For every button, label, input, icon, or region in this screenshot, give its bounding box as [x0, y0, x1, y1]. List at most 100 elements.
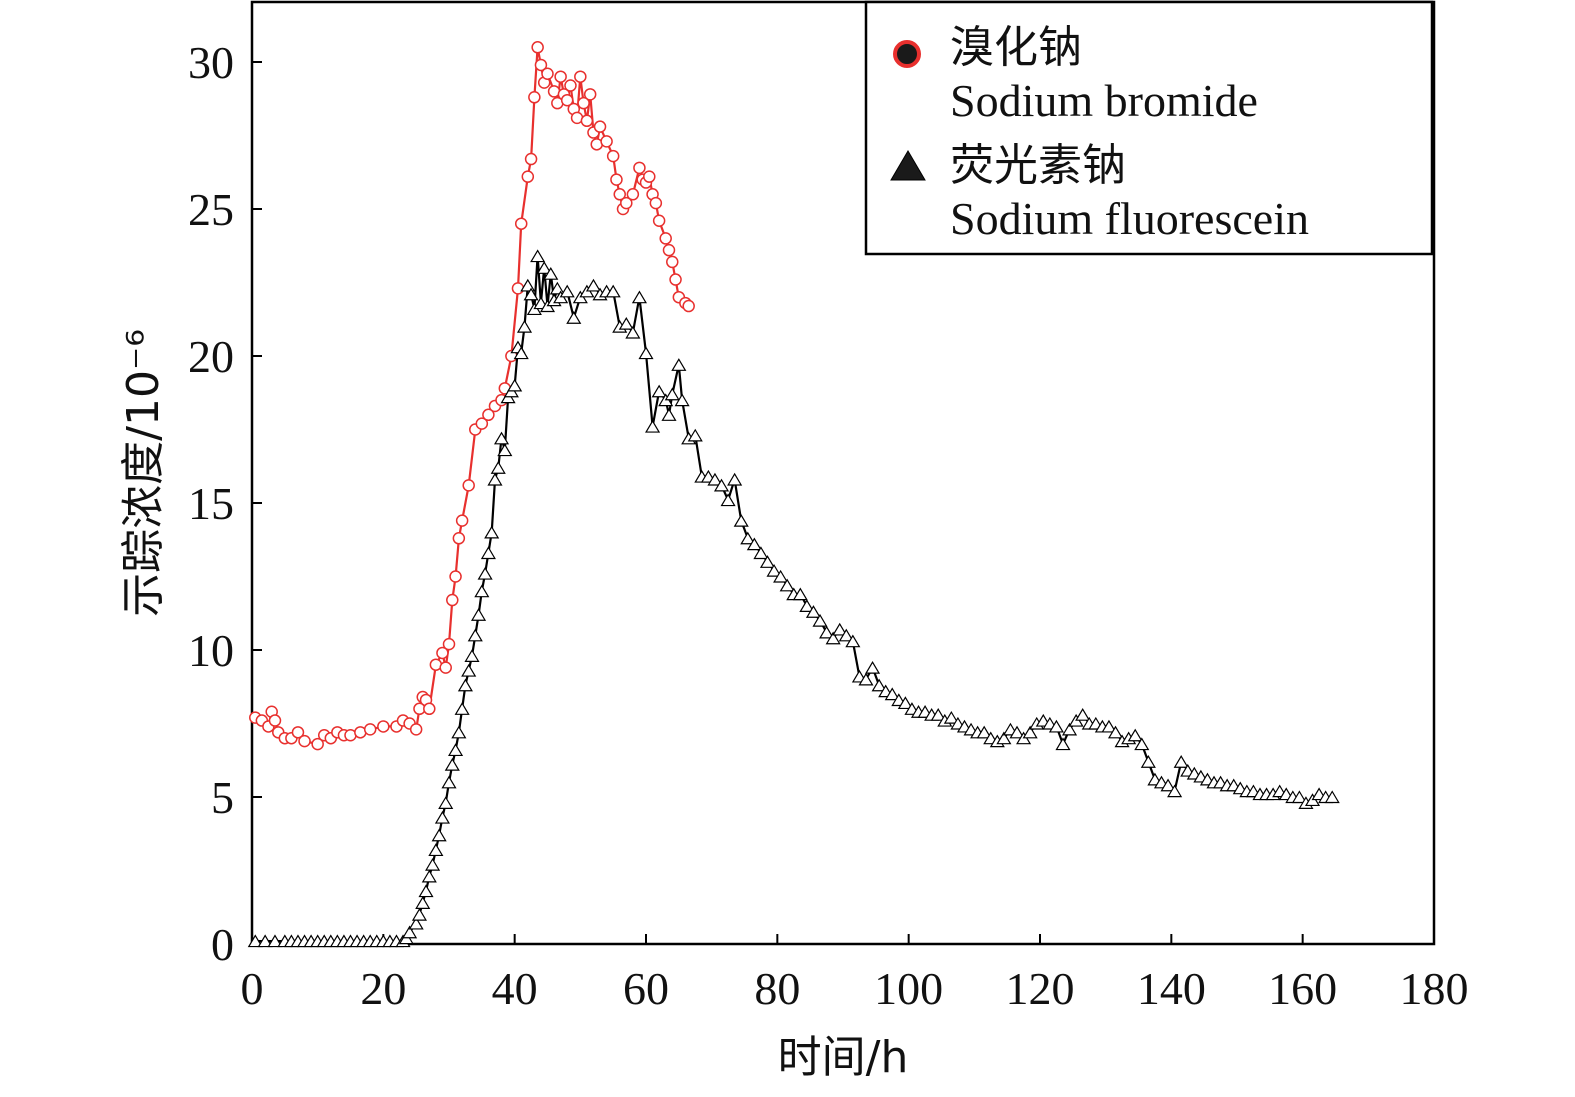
data-point-sodium-fluorescein — [1055, 737, 1071, 751]
data-point-sodium-bromide — [583, 88, 597, 101]
data-point-sodium-fluorescein — [845, 634, 861, 648]
data-point-sodium-fluorescein — [884, 687, 900, 701]
data-point-sodium-bromide — [298, 734, 311, 748]
data-point-sodium-bromide — [524, 152, 538, 166]
data-point-sodium-fluorescein — [805, 605, 822, 618]
data-point-sodium-bromide — [659, 232, 672, 245]
data-point-sodium-bromide — [626, 188, 640, 201]
data-point-sodium-fluorescein — [625, 325, 641, 339]
y-axis-title: 示踪浓度/10⁻⁶ — [118, 329, 169, 617]
x-tick-label: 80 — [754, 963, 800, 1014]
data-point-sodium-bromide — [449, 570, 462, 583]
data-point-sodium-bromide — [455, 514, 469, 527]
data-point-sodium-fluorescein — [687, 428, 703, 442]
data-point-sodium-bromide — [446, 593, 459, 607]
data-point-sodium-bromide — [462, 479, 475, 492]
data-point-sodium-fluorescein — [402, 925, 418, 939]
data-point-sodium-bromide — [606, 149, 620, 163]
data-point-sodium-bromide — [482, 408, 495, 422]
x-tick-label: 140 — [1137, 963, 1206, 1014]
data-point-sodium-fluorescein — [408, 916, 424, 930]
data-point-sodium-bromide — [311, 737, 324, 751]
data-point-sodium-bromide — [363, 723, 377, 736]
data-point-sodium-fluorescein — [507, 378, 523, 392]
data-point-sodium-fluorescein — [444, 757, 460, 771]
data-point-sodium-fluorescein — [638, 346, 654, 360]
data-point-sodium-bromide — [409, 723, 423, 736]
data-point-sodium-bromide — [600, 135, 613, 148]
x-tick-label: 100 — [874, 963, 943, 1014]
data-point-sodium-bromide — [613, 188, 626, 201]
data-point-sodium-fluorescein — [1134, 737, 1150, 751]
data-point-sodium-bromide — [662, 243, 676, 257]
legend: 溴化钠 Sodium bromide 荧光素钠 Sodium fluoresce… — [864, 0, 1434, 256]
data-point-sodium-fluorescein — [257, 934, 273, 948]
data-point-sodium-bromide — [610, 173, 623, 186]
data-point-sodium-fluorescein — [664, 387, 680, 401]
data-point-sodium-fluorescein — [740, 531, 756, 545]
legend-label-sodium-fluorescein-en: Sodium fluorescein — [950, 193, 1309, 244]
data-point-sodium-bromide — [475, 417, 489, 430]
x-tick-label: 40 — [492, 963, 538, 1014]
legend-label-sodium-bromide-cn: 溴化钠 — [950, 22, 1082, 73]
data-point-sodium-fluorescein — [1127, 728, 1143, 742]
data-point-sodium-fluorescein — [651, 384, 667, 398]
data-point-sodium-fluorescein — [467, 628, 483, 642]
data-point-sodium-fluorescein — [470, 608, 487, 621]
data-point-sodium-bromide — [423, 702, 436, 716]
data-point-sodium-fluorescein — [559, 284, 575, 298]
data-point-sodium-bromide — [291, 726, 305, 739]
data-point-sodium-fluorescein — [415, 896, 431, 909]
data-point-sodium-fluorescein — [543, 267, 559, 280]
data-point-sodium-fluorescein — [773, 569, 789, 583]
data-point-sodium-fluorescein — [858, 672, 874, 686]
data-point-sodium-fluorescein — [428, 843, 444, 857]
data-point-sodium-bromide — [580, 114, 594, 128]
data-point-sodium-fluorescein — [707, 472, 723, 486]
data-point-sodium-fluorescein — [713, 478, 730, 492]
data-point-sodium-bromide — [452, 532, 466, 545]
data-point-sodium-bromide — [666, 255, 679, 269]
data-point-sodium-fluorescein — [943, 710, 959, 724]
data-point-sodium-fluorescein — [474, 584, 490, 598]
x-tick-label: 20 — [360, 963, 406, 1014]
data-point-sodium-fluorescein — [434, 810, 450, 824]
data-point-sodium-fluorescein — [766, 563, 782, 577]
data-point-sodium-fluorescein — [746, 537, 762, 551]
data-point-sodium-fluorescein — [618, 316, 634, 330]
data-point-sodium-fluorescein — [497, 443, 513, 457]
data-point-sodium-fluorescein — [585, 278, 602, 292]
data-point-sodium-fluorescein — [825, 631, 841, 645]
data-point-sodium-fluorescein — [753, 546, 769, 560]
y-tick-label: 25 — [188, 184, 234, 235]
data-point-sodium-fluorescein — [671, 358, 687, 371]
data-point-sodium-fluorescein — [792, 587, 808, 601]
data-point-sodium-fluorescein — [454, 702, 470, 715]
data-point-sodium-fluorescein — [487, 472, 503, 486]
data-point-sodium-bromide — [534, 58, 548, 72]
x-axis-title: 时间/h — [778, 1032, 909, 1083]
data-point-sodium-bromide — [514, 217, 528, 230]
data-point-sodium-fluorescein — [448, 743, 464, 757]
legend-marker-sodium-fluorescein — [890, 150, 926, 181]
data-point-sodium-fluorescein — [1291, 790, 1307, 804]
series-layer — [247, 41, 1340, 948]
data-point-sodium-fluorescein — [1160, 778, 1176, 792]
y-tick-label: 0 — [211, 919, 234, 970]
x-tick-label: 160 — [1268, 963, 1337, 1014]
series-sodium-bromide — [249, 41, 695, 751]
data-point-sodium-fluorescein — [674, 393, 690, 407]
data-point-sodium-fluorescein — [431, 828, 447, 842]
y-axis-ticks: 0 5 10 15 20 25 30 — [188, 37, 262, 970]
y-tick-label: 20 — [188, 331, 234, 382]
x-axis-ticks: 0 20 40 60 80 100 120 140 160 180 — [241, 934, 1469, 1014]
legend-box — [864, 0, 1434, 256]
y-tick-label: 10 — [188, 625, 234, 676]
data-point-sodium-fluorescein — [631, 290, 647, 304]
data-point-sodium-bromide — [541, 67, 554, 81]
data-point-sodium-fluorescein — [759, 555, 776, 568]
data-point-sodium-fluorescein — [1107, 725, 1124, 739]
data-point-sodium-fluorescein — [720, 493, 736, 507]
data-point-sodium-fluorescein — [799, 599, 815, 612]
